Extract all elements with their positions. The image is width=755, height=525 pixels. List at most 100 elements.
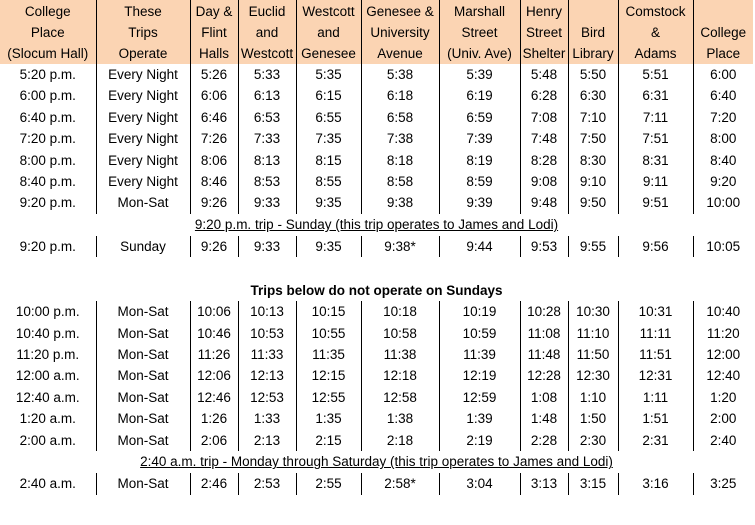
stop-time-cell: 11:50 <box>567 344 619 366</box>
column-header-line: and <box>255 24 279 40</box>
stop-time-cell: 12:00 <box>692 344 753 366</box>
stop-time-cell: 12:31 <box>617 365 694 387</box>
sunday-trip-note: 9:20 p.m. trip - Sunday (this trip opera… <box>194 217 559 233</box>
stop-time-cell: 7:50 <box>567 128 619 150</box>
column-header-line: Trips <box>128 24 158 40</box>
column-header-line: (Slocum Hall) <box>7 45 89 61</box>
stop-time-cell: 5:35 <box>295 64 362 86</box>
operating-days-cell: Every Night <box>95 64 191 86</box>
schedule-row: 7:20 p.m. Every Night 7:26 7:33 7:35 7:38 7:39… <box>0 128 753 150</box>
stop-time-cell: 11:20 <box>692 322 753 345</box>
stop-time-cell: 6:28 <box>519 85 569 107</box>
column-header-line: Flint <box>201 24 227 40</box>
stop-time-cell: 2:53 <box>237 473 297 495</box>
stop-time-cell: 10:19 <box>438 301 521 323</box>
schedule-row: 9:20 p.m. Sunday 9:26 9:33 9:35 9:38* 9:44 9:53… <box>0 235 753 258</box>
departure-time-cell: 1:20 a.m. <box>0 408 97 430</box>
stop-time-cell: 10:59 <box>438 322 521 345</box>
stop-time-cell: 2:58* <box>360 473 440 495</box>
stop-time-cell: 1:39 <box>438 408 521 430</box>
stop-time-cell: 12:28 <box>519 365 569 387</box>
stop-time-cell: 9:33 <box>237 192 297 214</box>
schedule-row: 5:20 p.m. Every Night 5:26 5:33 5:35 5:38 5:39… <box>0 64 753 86</box>
stop-time-cell: 10:28 <box>519 301 569 323</box>
column-header-line: Westcott <box>302 3 355 19</box>
column-header-line: Genesee <box>301 45 356 61</box>
schedule-row: 9:20 p.m. Mon-Sat 9:26 9:33 9:35 9:38 9:39 9:48… <box>0 192 753 214</box>
schedule-row: 6:40 p.m. Every Night 6:46 6:53 6:55 6:58 6:59… <box>0 106 753 129</box>
departure-time-cell: 5:20 p.m. <box>0 64 97 86</box>
stop-time-cell: 10:18 <box>360 301 440 323</box>
stop-time-cell: 11:26 <box>189 344 239 366</box>
departure-time-cell: 11:20 p.m. <box>0 344 97 366</box>
departure-time-cell: 8:40 p.m. <box>0 171 97 193</box>
stop-time-cell: 6:31 <box>617 85 694 107</box>
stop-time-cell: 1:50 <box>567 408 619 430</box>
stop-time-cell: 7:38 <box>360 128 440 150</box>
schedule-row: 12:00 a.m. Mon-Sat 12:06 12:13 12:15 12:18 12:… <box>0 365 753 387</box>
mon-sat-trip-note-row: 2:40 a.m. trip - Monday through Saturday… <box>0 451 753 473</box>
stop-time-cell: 9:33 <box>237 235 297 258</box>
bus-schedule-table: College Place (Slocum Hall) These Trips Opera… <box>0 0 753 495</box>
stop-time-cell: 10:13 <box>237 301 297 323</box>
departure-time-cell: 10:40 p.m. <box>0 322 97 345</box>
operating-days-cell: Mon-Sat <box>95 473 191 495</box>
stop-time-cell: 9:26 <box>189 235 239 258</box>
stop-time-cell: 10:55 <box>295 322 362 345</box>
column-header: Day & Flint Halls <box>189 0 239 64</box>
stop-time-cell: 12:18 <box>360 365 440 387</box>
stop-time-cell: 6:30 <box>567 85 619 107</box>
stop-time-cell: 9:08 <box>519 171 569 193</box>
stop-time-cell: 9:11 <box>617 171 694 193</box>
spacer-row <box>0 257 753 279</box>
stop-time-cell: 10:06 <box>189 301 239 323</box>
operating-days-cell: Sunday <box>95 235 191 258</box>
stop-time-cell: 1:26 <box>189 408 239 430</box>
stop-time-cell: 7:08 <box>519 106 569 129</box>
stop-time-cell: 12:59 <box>438 386 521 409</box>
column-header-line: Library <box>572 45 614 61</box>
stop-time-cell: 9:10 <box>567 171 619 193</box>
stop-time-cell: 7:33 <box>237 128 297 150</box>
stop-time-cell: 3:16 <box>617 473 694 495</box>
stop-time-cell: 6:59 <box>438 106 521 129</box>
stop-time-cell: 8:18 <box>360 149 440 172</box>
departure-time-cell: 7:20 p.m. <box>0 128 97 150</box>
column-header-line: College <box>24 3 71 19</box>
stop-time-cell: 9:51 <box>617 192 694 214</box>
stop-time-cell: 2:19 <box>438 429 521 452</box>
stop-time-cell: 10:31 <box>617 301 694 323</box>
stop-time-cell: 7:11 <box>617 106 694 129</box>
stop-time-cell: 12:13 <box>237 365 297 387</box>
stop-time-cell: 6:06 <box>189 85 239 107</box>
stop-time-cell: 1:11 <box>617 386 694 409</box>
no-sunday-note-row: Trips below do not operate on Sundays <box>0 279 753 301</box>
column-header: College Place (Slocum Hall) <box>0 0 97 64</box>
stop-time-cell: 2:31 <box>617 429 694 452</box>
stop-time-cell: 11:38 <box>360 344 440 366</box>
stop-time-cell: 11:35 <box>295 344 362 366</box>
operating-days-cell: Every Night <box>95 149 191 172</box>
stop-time-cell: 5:38 <box>360 64 440 86</box>
operating-days-cell: Every Night <box>95 171 191 193</box>
stop-time-cell: 10:53 <box>237 322 297 345</box>
column-header-line: These <box>124 3 162 19</box>
stop-time-cell: 11:39 <box>438 344 521 366</box>
mon-sat-trip-note: 2:40 a.m. trip - Monday through Saturday… <box>140 454 613 470</box>
schedule-row: 2:40 a.m. Mon-Sat 2:46 2:53 2:55 2:58* 3:04 3:1… <box>0 473 753 495</box>
stop-time-cell: 7:26 <box>189 128 239 150</box>
schedule-row: 8:40 p.m. Every Night 8:46 8:53 8:55 8:58 8:59… <box>0 171 753 193</box>
stop-time-cell: 9:20 <box>692 171 753 193</box>
departure-time-cell: 6:00 p.m. <box>0 85 97 107</box>
stop-time-cell: 10:40 <box>692 301 753 323</box>
column-header-line: Street <box>461 24 498 40</box>
stop-time-cell: 2:18 <box>360 429 440 452</box>
stop-time-cell: 8:28 <box>519 149 569 172</box>
departure-time-cell: 10:00 p.m. <box>0 301 97 323</box>
stop-time-cell: 8:19 <box>438 149 521 172</box>
operating-days-cell: Every Night <box>95 85 191 107</box>
stop-time-cell: 10:46 <box>189 322 239 345</box>
schedule-header: College Place (Slocum Hall) These Trips Opera… <box>0 0 753 64</box>
operating-days-cell: Mon-Sat <box>95 322 191 345</box>
column-header-line: Westcott <box>240 45 294 61</box>
